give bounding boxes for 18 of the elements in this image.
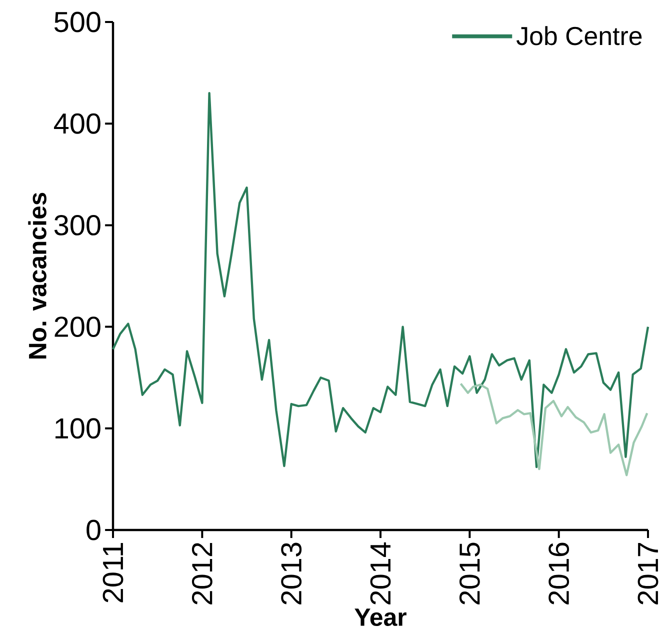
y-tick-label: 500 [54,12,100,32]
x-tick-label: 2014 [370,542,391,604]
y-tick-label: 100 [56,418,100,439]
line-series [460,382,648,476]
y-axis-title: No. vacancies [28,192,46,359]
x-tick-label: 2013 [281,542,302,604]
y-tick-label: 200 [54,316,100,338]
line-series [112,92,650,468]
x-tick-label: 2015 [459,542,480,604]
y-tick-label: 400 [54,113,100,134]
x-tick-label: 2017 [638,542,658,604]
x-axis-title: Year [354,608,406,626]
y-tick-label: 0 [86,520,100,540]
x-tick-label: 2012 [192,542,212,604]
legend-label: Job Centre [516,26,642,46]
x-tick-label: 2016 [548,542,570,604]
y-tick-label: 300 [54,214,100,236]
x-tick-label: 2011 [102,542,124,602]
